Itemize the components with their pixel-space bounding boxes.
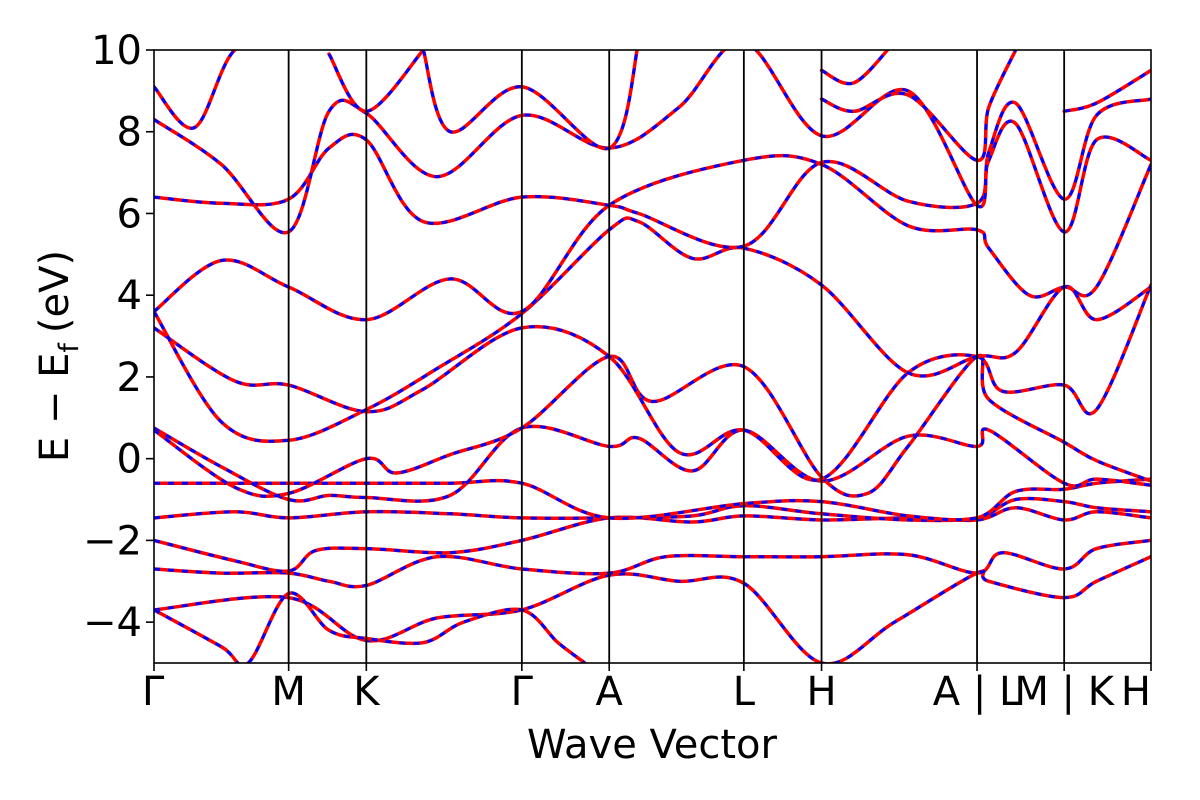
band-line-red-12 bbox=[154, 50, 1151, 235]
x-tick-label: H bbox=[1121, 669, 1151, 715]
y-tick-label: −4 bbox=[83, 600, 142, 646]
x-tick-label: A bbox=[596, 669, 624, 715]
band-line-red-7 bbox=[154, 353, 1151, 499]
y-axis-ticks: −4 −2 0 2 4 6 8 10 bbox=[83, 28, 154, 646]
band-line-blue-18 bbox=[1063, 69, 1151, 113]
band-line-blue-6 bbox=[154, 424, 1151, 503]
band-line-blue-15 bbox=[421, 50, 639, 151]
y-axis-title: E − Ef (eV) bbox=[32, 250, 85, 462]
x-tick-label: A | L bbox=[933, 669, 1022, 715]
band-line-blue-0 bbox=[154, 555, 1151, 663]
band-line-blue-16 bbox=[820, 50, 1018, 162]
high-symmetry-lines bbox=[287, 50, 1066, 663]
band-line-blue-4 bbox=[154, 496, 1151, 522]
band-line-red-14 bbox=[327, 50, 426, 114]
band-line-red-10 bbox=[154, 153, 1151, 322]
band-line-blue-5 bbox=[154, 477, 1151, 522]
x-tick-label: M | K bbox=[1014, 669, 1115, 715]
band-line-red-0 bbox=[154, 554, 1151, 663]
y-axis-title-main: E − E bbox=[32, 353, 78, 463]
y-tick-label: 0 bbox=[117, 437, 142, 483]
band-lines bbox=[154, 50, 1151, 663]
x-tick-label: K bbox=[353, 669, 381, 715]
band-line-red-2 bbox=[154, 538, 1151, 589]
y-axis-title-subscript: f bbox=[54, 342, 85, 353]
x-tick-label: Γ bbox=[511, 669, 534, 715]
band-line-red-9 bbox=[154, 216, 1151, 444]
y-tick-label: 10 bbox=[91, 28, 142, 74]
y-tick-label: 2 bbox=[117, 355, 142, 401]
y-tick-label: −2 bbox=[83, 518, 142, 564]
x-tick-label: M bbox=[271, 669, 306, 715]
band-line-red-18 bbox=[1062, 68, 1151, 114]
band-line-blue-13 bbox=[154, 50, 238, 130]
x-tick-label: H bbox=[806, 669, 836, 715]
band-line-blue-7 bbox=[154, 353, 1151, 498]
band-line-red-17 bbox=[819, 50, 890, 86]
band-line-blue-1 bbox=[154, 591, 586, 663]
x-tick-label: L bbox=[733, 669, 756, 715]
band-line-red-13 bbox=[154, 50, 238, 130]
band-line-blue-2 bbox=[154, 538, 1151, 589]
plot-frame bbox=[153, 49, 1152, 664]
x-axis-title: Wave Vector bbox=[527, 722, 778, 768]
y-tick-label: 6 bbox=[117, 191, 142, 237]
band-line-red-8 bbox=[154, 283, 1151, 482]
band-line-blue-8 bbox=[154, 284, 1151, 482]
band-line-red-3 bbox=[154, 505, 1151, 574]
band-line-red-1 bbox=[154, 591, 587, 663]
y-tick-label: 4 bbox=[117, 273, 142, 319]
x-tick-label: Γ bbox=[142, 669, 165, 715]
band-line-blue-11 bbox=[154, 119, 1151, 250]
band-line-red-15 bbox=[421, 50, 639, 151]
band-line-blue-12 bbox=[154, 50, 1151, 235]
y-tick-label: 8 bbox=[117, 110, 142, 156]
y-axis-title-unit: (eV) bbox=[32, 250, 78, 333]
